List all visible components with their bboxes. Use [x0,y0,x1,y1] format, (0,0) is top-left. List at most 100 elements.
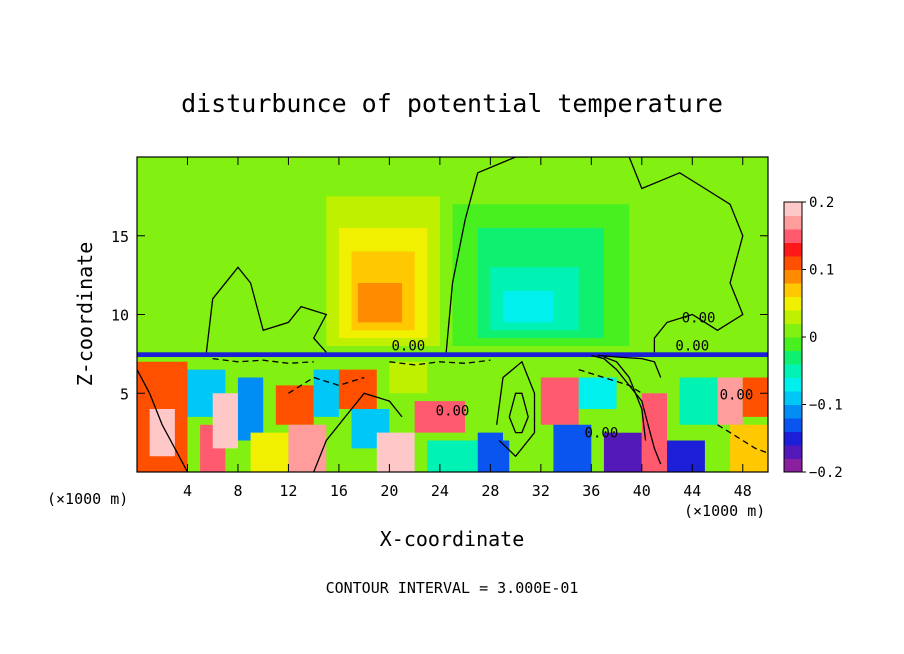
x-unit-right: (×1000 m) [684,502,765,520]
heat-cell-24 [376,432,415,472]
colorbar-tick-label-2: 0 [809,330,817,346]
colorbar-segment-12 [784,296,802,311]
x-tick-label-0: 4 [183,482,192,500]
contour-line-13 [603,356,647,441]
heat-cell-17 [237,377,264,441]
contour-line-7 [212,357,314,364]
x-tick-label-8: 36 [582,482,600,500]
contour-label-5: 0.00 [585,425,619,441]
heat-cell-32 [553,424,592,472]
colorbar-segment-6 [784,377,802,392]
contour-label-0: 0.00 [391,339,425,355]
x-tick-label-9: 40 [633,482,651,500]
colorbar-segment-13 [784,283,802,297]
colorbar-segment-1 [784,445,802,459]
x-tick-label-1: 8 [233,482,242,500]
heat-cell-21 [313,369,339,417]
heat-cell-27 [427,440,478,472]
x-tick-label-3: 16 [330,482,348,500]
contour-label-1: 0.00 [682,310,716,326]
contour-labels: 0.00 0.00 0.00 0.00 0.00 0.00 [391,310,753,441]
x-unit-left: (×1000 m) [47,490,128,508]
heat-cell-31 [540,377,579,425]
heat-cell-38 [679,377,718,425]
contour-lines [137,157,768,472]
contour-line-0 [205,266,328,353]
colorbar-tick-label-0: 0.2 [809,195,834,211]
heat-cell-19 [275,385,314,425]
contour-line-8 [389,359,491,366]
heat-cell-8 [502,290,554,323]
colorbar-segment-4 [784,404,802,419]
colorbar-segment-5 [784,391,802,405]
heat-cell-13 [149,409,175,457]
colorbar-tick-label-3: −0.1 [809,398,843,414]
colorbar-tick-label-1: 0.1 [809,263,834,279]
y-axis-label: Z-coordinate [73,242,97,387]
heat-cell-25 [389,361,428,394]
colorbar-segment-14 [784,269,802,284]
heat-cell-22 [338,369,377,409]
colorbar-segment-15 [784,256,802,270]
contour-line-5 [508,392,529,434]
heat-cell-26 [414,401,466,433]
colorbar-segment-16 [784,242,802,257]
x-tick-label-10: 44 [683,482,701,500]
chart-title: disturbunce of potential temperature [181,89,723,118]
colorbar-segment-3 [784,418,802,432]
contour-line-9 [578,368,643,394]
colorbar-segment-9 [784,337,802,351]
contour-line-1 [445,157,529,353]
y-tick-label-2: 15 [111,228,129,246]
heat-cell-37 [667,440,705,472]
contour-label-4: 0.00 [720,388,754,404]
heat-cell-28 [439,361,478,394]
colorbar-segment-19 [784,202,802,216]
contour-line-2 [628,157,744,353]
x-axis-label: X-coordinate [380,527,525,551]
x-tick-label-2: 12 [279,482,297,500]
heat-cell-40 [730,424,768,472]
x-axis-ticks: 4 8 12 16 20 24 28 32 36 40 44 48 [183,157,752,500]
colorbar [783,201,803,473]
heat-cell-9 [654,220,768,346]
heat-cell-16 [212,393,238,449]
colorbar-segment-2 [784,431,802,446]
contour-line-6 [496,360,536,458]
colorbar-segment-17 [784,229,802,243]
heat-cell-34 [603,432,642,472]
heatmap-field [137,157,768,472]
heat-cell-41 [742,377,768,417]
x-tick-label-4: 20 [380,482,398,500]
colorbar-segment-11 [784,310,802,324]
contour-line-4 [313,392,403,472]
heat-cell-11 [137,352,768,358]
y-axis-ticks: 5 10 15 [111,228,768,403]
colorbar-segment-7 [784,364,802,378]
x-tick-label-11: 48 [734,482,752,500]
colorbar-segment-18 [784,215,802,230]
heat-cell-4 [357,283,403,323]
heat-cell-18 [250,432,289,472]
heat-cell-20 [288,424,327,472]
contour-line-14 [597,354,662,378]
x-tick-label-5: 24 [431,482,449,500]
y-tick-label-0: 5 [120,385,129,403]
colorbar-segment-8 [784,350,802,365]
contour-interval-note: CONTOUR INTERVAL = 3.000E-01 [326,579,579,597]
x-tick-label-6: 28 [481,482,499,500]
contour-line-11 [288,376,365,394]
plot-area: 0.000.000.000.000.000.00 4 8 12 16 20 24 28 32 3… [111,156,769,500]
heat-cell-33 [578,377,617,409]
contour-label-3: 0.00 [436,403,470,419]
colorbar-segment-10 [784,323,802,338]
contour-line-3 [137,369,189,472]
heat-cell-36 [641,393,668,472]
y-tick-label-1: 10 [111,307,129,325]
colorbar-tick-label-4: −0.2 [809,465,843,481]
x-tick-label-7: 32 [532,482,550,500]
contour-label-2: 0.00 [675,339,709,355]
colorbar-ticks: 0.2 0.1 0 −0.1 −0.2 [802,195,843,481]
colorbar-segment-0 [784,458,802,473]
